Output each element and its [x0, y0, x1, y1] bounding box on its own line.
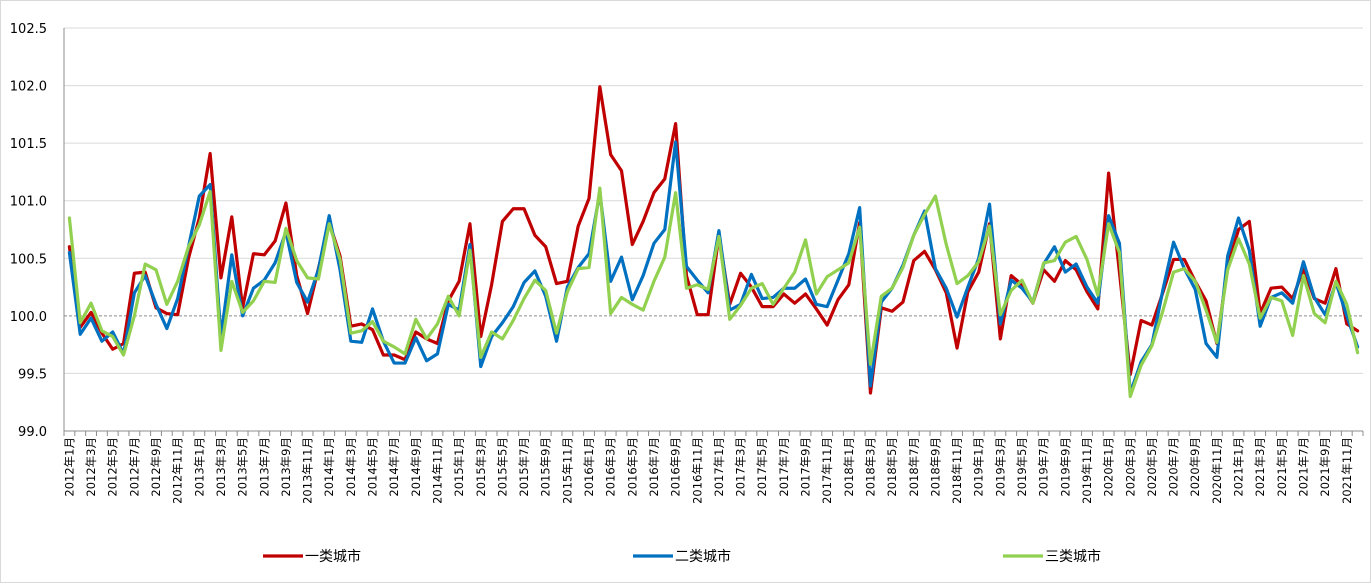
x-tick-label: 2013年11月: [301, 437, 315, 504]
x-tick-label: 2020年5月: [1145, 437, 1159, 497]
x-tick-label: 2019年1月: [972, 437, 986, 497]
x-tick-label: 2021年7月: [1296, 437, 1310, 497]
x-tick-label: 2018年11月: [950, 437, 964, 504]
x-tick-label: 2019年3月: [993, 437, 1007, 497]
x-tick-label: 2012年9月: [149, 437, 163, 497]
x-tick-label: 2018年1月: [842, 437, 856, 497]
x-tick-label: 2021年1月: [1232, 437, 1246, 497]
x-tick-label: 2017年1月: [712, 437, 726, 497]
x-tick-label: 2014年1月: [322, 437, 336, 497]
x-tick-label: 2014年3月: [344, 437, 358, 497]
x-tick-label: 2018年7月: [907, 437, 921, 497]
x-tick-label: 2015年1月: [452, 437, 466, 497]
x-tick-label: 2016年11月: [690, 437, 704, 504]
x-tick-label: 2018年9月: [928, 437, 942, 497]
legend-label: 一类城市: [305, 548, 361, 565]
x-tick-label: 2016年9月: [669, 437, 683, 497]
gridlines: [64, 27, 1363, 374]
x-tick-label: 2019年9月: [1058, 437, 1072, 497]
x-tick-labels: 2012年1月 2012年3月 2012年5月 2012年7月 2012年9月 2012年…: [62, 437, 1353, 504]
x-tick-label: 2017年11月: [820, 437, 834, 504]
x-tick-label: 2019年7月: [1037, 437, 1051, 497]
y-tick-label: 101.0: [10, 195, 47, 210]
x-tick-label: 2015年5月: [495, 437, 509, 497]
x-tick-label: 2020年11月: [1210, 437, 1224, 504]
x-tick-label: 2017年7月: [777, 437, 791, 497]
x-tick-label: 2021年5月: [1275, 437, 1289, 497]
x-tick-label: 2015年3月: [474, 437, 488, 497]
x-tick-label: 2012年1月: [62, 437, 76, 497]
x-tick-label: 2014年5月: [366, 437, 380, 497]
y-tick-label: 99.0: [18, 425, 47, 440]
x-tick-label: 2016年7月: [647, 437, 661, 497]
x-tick-label: 2017年9月: [799, 437, 813, 497]
y-tick-label: 102.5: [10, 22, 47, 37]
y-tick-label: 100.0: [10, 310, 47, 325]
x-tick-label: 2020年7月: [1167, 437, 1181, 497]
x-tick-label: 2014年7月: [387, 437, 401, 497]
y-tick-label: 99.5: [18, 367, 47, 382]
x-tick-label: 2021年11月: [1340, 437, 1354, 504]
x-tick-label: 2013年3月: [214, 437, 228, 497]
x-tick-label: 2015年9月: [539, 437, 553, 497]
x-tick-label: 2019年11月: [1080, 437, 1094, 504]
y-tick-labels: 99.0 99.5 100.0 100.5 101.0 101.5 102.0 102.5: [10, 22, 47, 440]
x-tick-label: 2016年3月: [604, 437, 618, 497]
x-tick-label: 2020年3月: [1123, 437, 1137, 497]
x-tick-label: 2016年5月: [625, 437, 639, 497]
y-tick-label: 101.5: [10, 137, 47, 152]
x-tick-label: 2018年3月: [863, 437, 877, 497]
x-tick-label: 2015年11月: [560, 437, 574, 504]
y-tick-label: 100.5: [10, 252, 47, 267]
x-tick-label: 2012年5月: [106, 437, 120, 497]
x-tick-label: 2020年1月: [1102, 437, 1116, 497]
x-tick-label: 2014年11月: [430, 437, 444, 504]
y-tick-label: 102.0: [10, 80, 47, 95]
series-lines: [67, 85, 1360, 399]
x-tick-label: 2020年9月: [1188, 437, 1202, 497]
x-tick-label: 2019年5月: [1015, 437, 1029, 497]
x-tick-label: 2013年7月: [257, 437, 271, 497]
axes: [63, 28, 1364, 436]
x-tick-label: 2017年5月: [755, 437, 769, 497]
legend-label: 三类城市: [1045, 548, 1101, 565]
x-tick-label: 2018年5月: [885, 437, 899, 497]
x-tick-label: 2012年7月: [127, 437, 141, 497]
x-tick-label: 2017年3月: [734, 437, 748, 497]
x-tick-label: 2012年3月: [84, 437, 98, 497]
x-tick-label: 2013年9月: [279, 437, 293, 497]
series-line-1: [67, 85, 1360, 395]
series-line-3: [67, 186, 1360, 399]
x-tick-label: 2016年1月: [582, 437, 596, 497]
x-tick-label: 2021年9月: [1318, 437, 1332, 497]
x-tick-label: 2014年9月: [409, 437, 423, 497]
x-tick-label: 2015年7月: [517, 437, 531, 497]
legend-label: 二类城市: [675, 548, 731, 565]
x-tick-label: 2012年11月: [171, 437, 185, 504]
legend: 一类城市 二类城市 三类城市: [263, 548, 1101, 565]
x-tick-label: 2013年5月: [236, 437, 250, 497]
x-tick-label: 2021年3月: [1253, 437, 1267, 497]
x-tick-label: 2013年1月: [192, 437, 206, 497]
